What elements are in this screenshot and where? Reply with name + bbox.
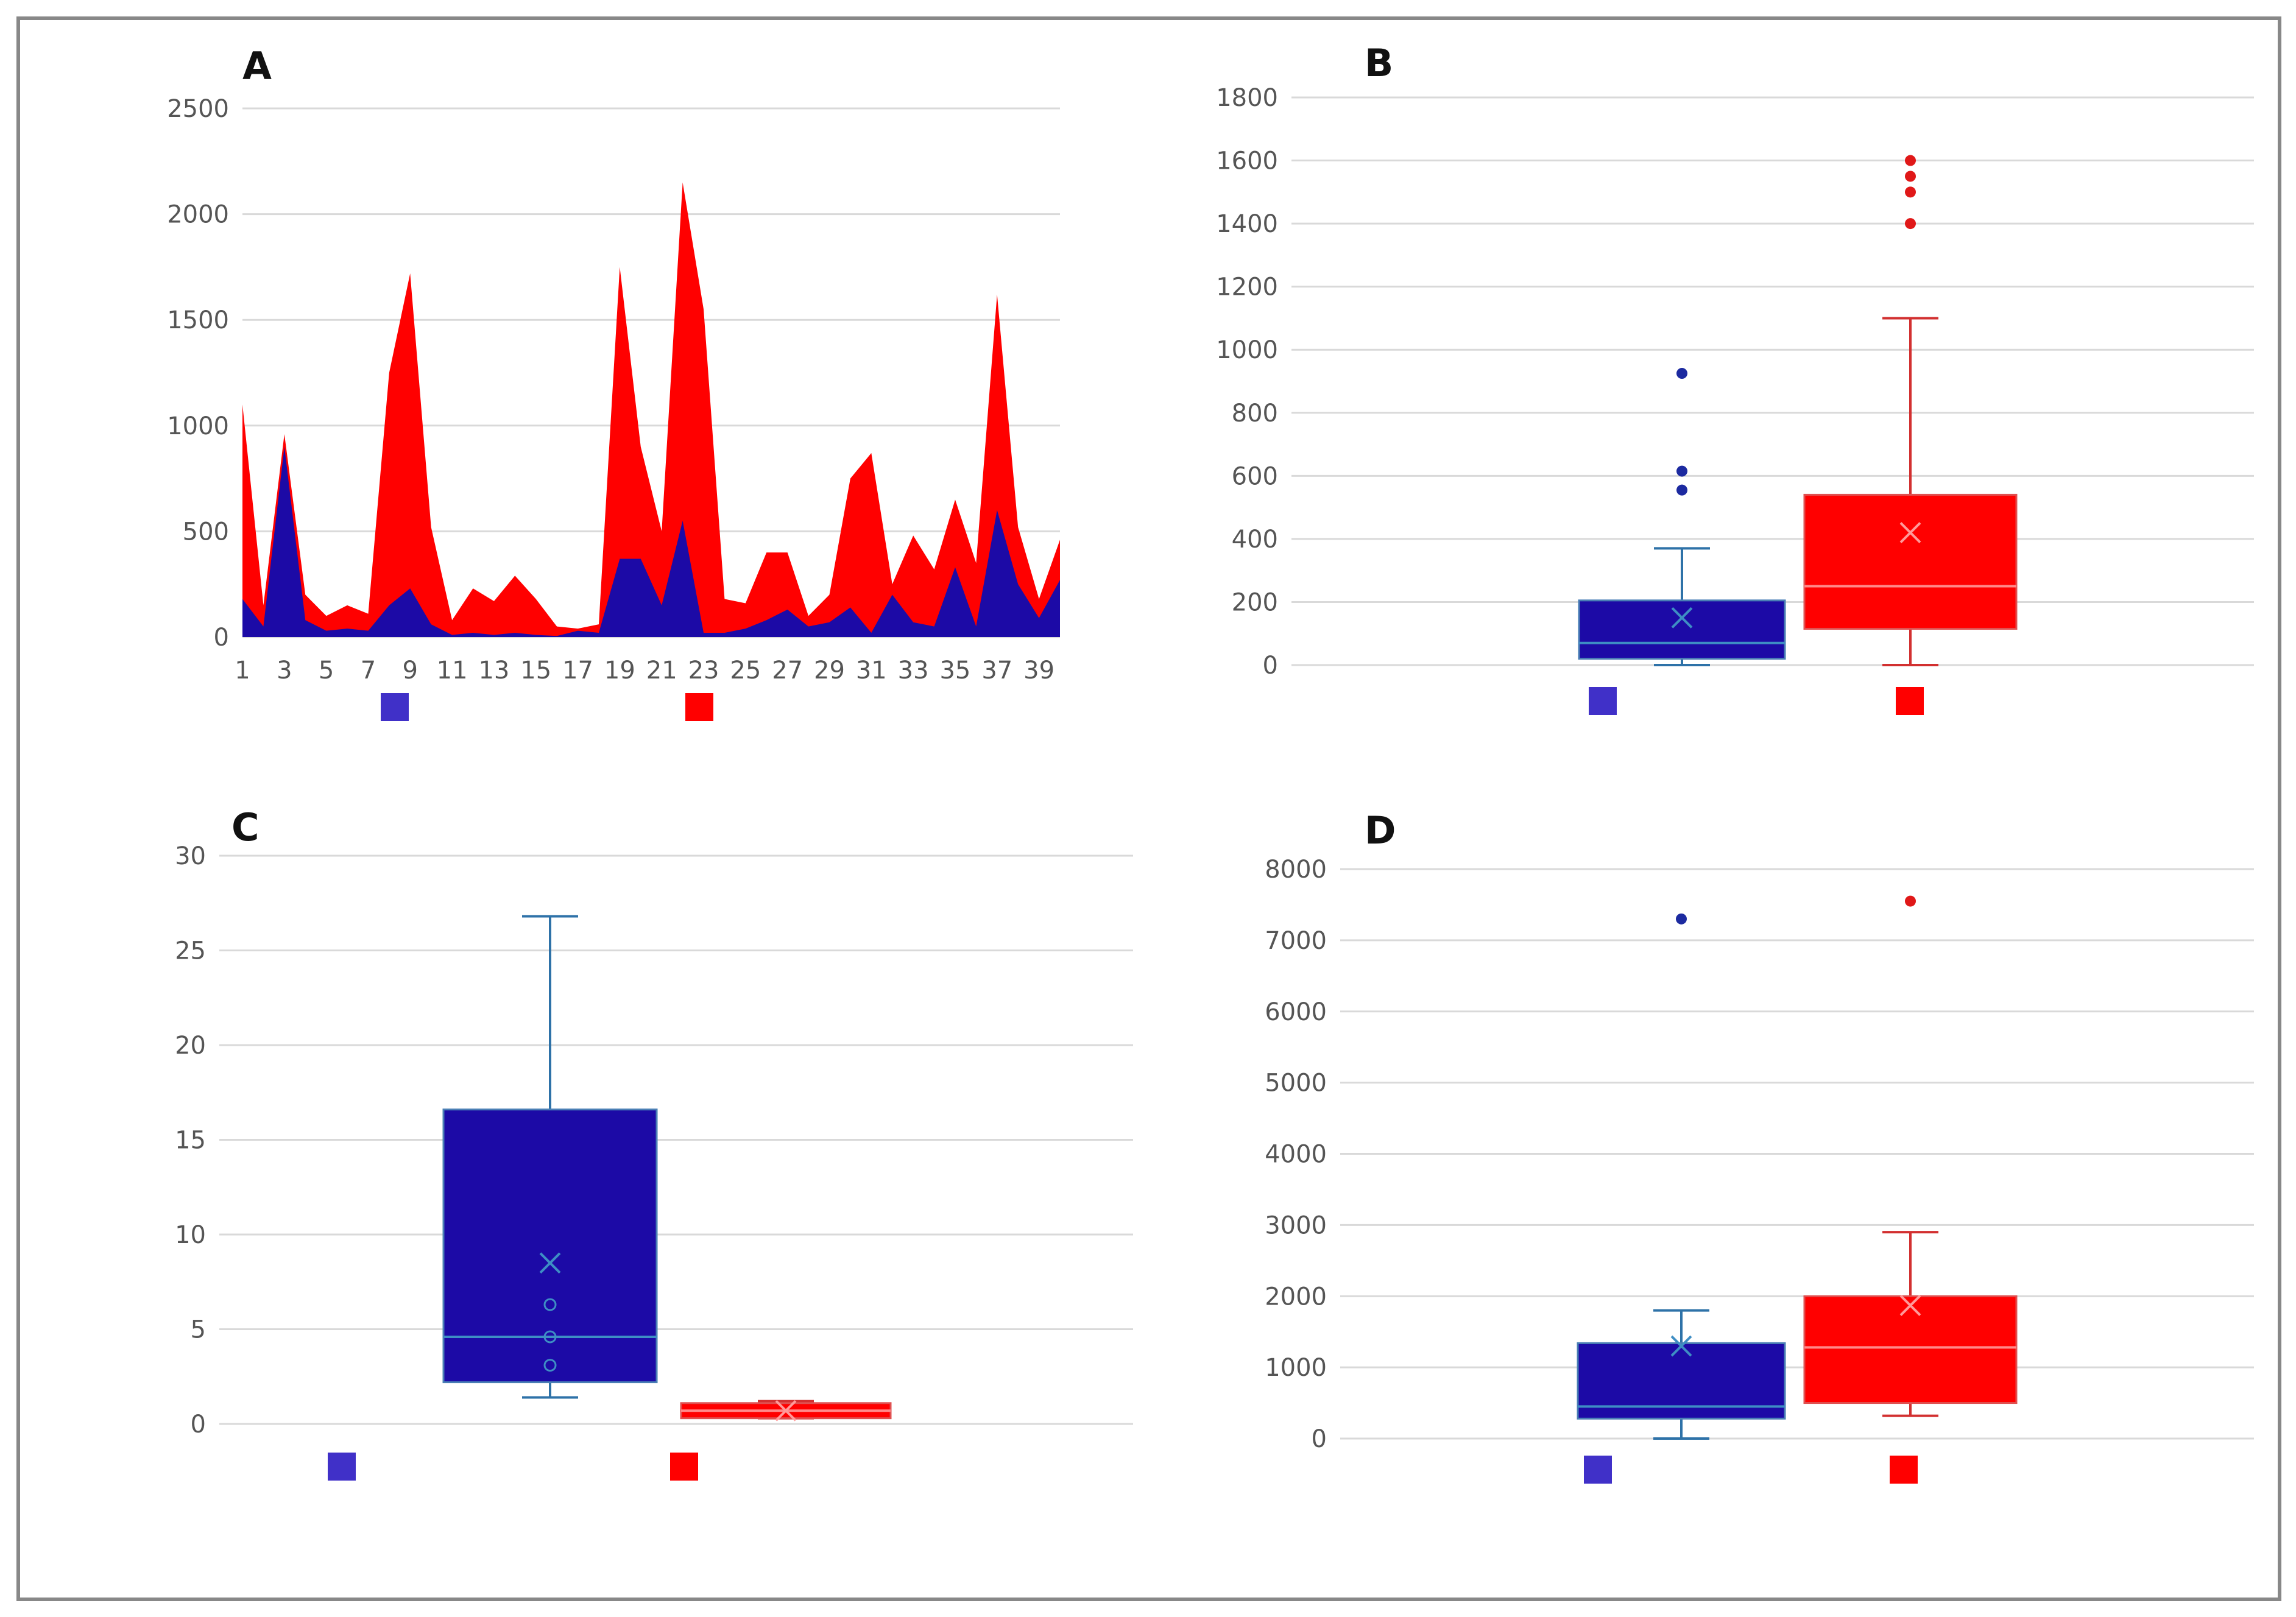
y-tick-label: 1500 — [167, 306, 229, 334]
outlier-point — [1676, 368, 1687, 379]
x-tick-label: 7 — [361, 657, 376, 685]
y-tick-label: 0 — [191, 1411, 206, 1439]
y-tick-label: 1400 — [1216, 210, 1278, 238]
y-tick-label: 6000 — [1265, 998, 1327, 1026]
x-tick-label: 37 — [981, 657, 1012, 685]
area-series-lin-cd34neg — [242, 182, 1060, 637]
y-tick-label: 1000 — [167, 412, 229, 440]
y-tick-label: 2000 — [167, 201, 229, 229]
legend-swatch — [670, 1453, 698, 1481]
box-iqr — [1803, 1295, 2018, 1404]
x-tick-label: 9 — [403, 657, 418, 685]
outlier-point — [1676, 913, 1687, 925]
inner-point — [543, 1359, 557, 1372]
outlier-point — [1905, 895, 1916, 907]
legend-swatch — [685, 693, 713, 721]
y-tick-label: 3000 — [1265, 1211, 1327, 1239]
y-tick-label: 500 — [183, 518, 229, 546]
panel-d-box-plot: 0 1000 2000 3000 4000 5000 6000 7000 8000 D — [1265, 808, 2254, 1484]
y-tick-label: 15 — [175, 1127, 206, 1155]
mean-marker — [1671, 607, 1693, 629]
outlier-point — [1676, 484, 1687, 496]
y-tick-label: 0 — [214, 624, 229, 652]
y-tick-label: 10 — [175, 1221, 206, 1249]
y-tick-label: 1600 — [1216, 147, 1278, 175]
y-tick-label: 4000 — [1265, 1141, 1327, 1169]
x-tick-label: 19 — [604, 657, 635, 685]
mean-marker — [1899, 522, 1921, 543]
x-tick-label: 25 — [730, 657, 761, 685]
box-iqr — [1578, 599, 1786, 660]
x-tick-label: 15 — [520, 657, 551, 685]
x-tick-label: 3 — [277, 657, 292, 685]
y-tick-label: 7000 — [1265, 927, 1327, 955]
mean-marker — [1899, 1295, 1921, 1316]
legend-swatch — [328, 1453, 356, 1481]
y-tick-label: 30 — [175, 842, 206, 870]
inner-point — [543, 1330, 557, 1344]
outlier-point — [1905, 171, 1916, 182]
area-series-lin-cd34pos — [242, 446, 1060, 637]
x-tick-label: 29 — [814, 657, 845, 685]
x-tick-label: 13 — [478, 657, 509, 685]
y-tick-label: 1000 — [1216, 336, 1278, 364]
y-tick-label: 5 — [191, 1316, 206, 1344]
legend-swatch — [1896, 687, 1924, 715]
outlier-point — [1676, 465, 1687, 477]
x-tick-label: 31 — [856, 657, 887, 685]
inner-point — [543, 1298, 557, 1311]
panel-c-box-plot: 0 5 10 15 20 25 30 C — [175, 805, 1133, 1481]
x-tick-label: 5 — [319, 657, 334, 685]
y-tick-label: 0 — [1312, 1425, 1327, 1453]
legend-swatch — [1589, 687, 1617, 715]
x-tick-label: 33 — [898, 657, 929, 685]
mean-marker — [539, 1252, 561, 1274]
panel-letter: A — [242, 44, 272, 88]
panel-letter: B — [1365, 41, 1393, 85]
legend-swatch — [1584, 1456, 1612, 1484]
box-iqr — [1803, 493, 2018, 630]
y-tick-label: 1800 — [1216, 84, 1278, 112]
outlier-point — [1905, 155, 1916, 166]
panel-letter: D — [1365, 808, 1396, 853]
y-tick-label: 2500 — [167, 95, 229, 123]
mean-marker — [1670, 1335, 1692, 1357]
y-tick-label: 0 — [1263, 652, 1278, 680]
y-tick-label: 8000 — [1265, 856, 1327, 884]
y-tick-label: 25 — [175, 937, 206, 965]
y-tick-label: 800 — [1232, 400, 1278, 428]
panel-b-box-plot: 0 200 400 600 800 1000 1200 1400 1600 1800 B — [1216, 41, 2254, 715]
legend-swatch — [1890, 1456, 1918, 1484]
y-tick-label: 5000 — [1265, 1069, 1327, 1097]
outlier-point — [1905, 218, 1916, 230]
x-tick-label: 39 — [1023, 657, 1054, 685]
y-tick-label: 20 — [175, 1032, 206, 1060]
x-tick-label: 21 — [646, 657, 677, 685]
panel-letter: C — [231, 805, 260, 850]
legend-swatch — [381, 693, 409, 721]
x-tick-label: 11 — [437, 657, 468, 685]
x-tick-label: 1 — [235, 657, 250, 685]
y-tick-label: 1000 — [1265, 1354, 1327, 1382]
mean-marker — [775, 1400, 797, 1421]
x-tick-label: 35 — [939, 657, 970, 685]
y-tick-label: 2000 — [1265, 1283, 1327, 1311]
x-tick-label: 17 — [562, 657, 593, 685]
y-tick-label: 600 — [1232, 462, 1278, 490]
y-tick-label: 1200 — [1216, 273, 1278, 301]
outlier-point — [1905, 186, 1916, 198]
x-tick-label: 23 — [688, 657, 719, 685]
box-iqr — [442, 1108, 658, 1384]
x-tick-label: 27 — [772, 657, 803, 685]
y-tick-label: 200 — [1232, 588, 1278, 616]
y-tick-label: 400 — [1232, 526, 1278, 554]
